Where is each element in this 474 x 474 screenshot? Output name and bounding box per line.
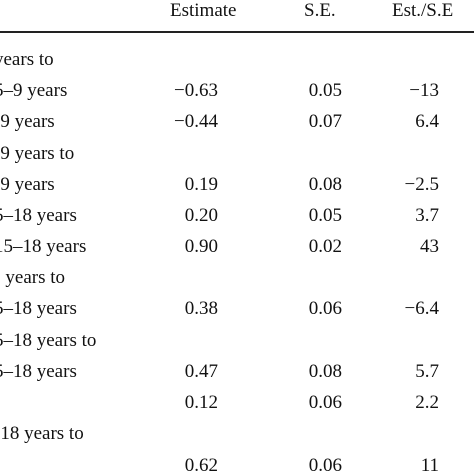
cell-se xyxy=(282,49,342,71)
cell-se: 0.06 xyxy=(308,455,342,474)
cell-ratio xyxy=(359,143,439,165)
cell-estimate: 0.38 xyxy=(184,298,218,319)
cell-ratio: 6.4 xyxy=(415,111,439,132)
header-est-se-ratio: Est./S.E xyxy=(392,0,454,21)
cell-ratio: −2.5 xyxy=(404,174,439,195)
cell-ratio: 11 xyxy=(420,455,439,474)
row-label: 5–18 years to xyxy=(0,330,97,351)
row-label: 5–18 years xyxy=(0,205,77,226)
cell-estimate: 0.90 xyxy=(184,236,218,257)
cell-ratio: 3.7 xyxy=(415,205,439,226)
cell-se: 0.06 xyxy=(308,298,342,319)
row-label: 5–18 years xyxy=(0,298,77,319)
cell-estimate xyxy=(128,330,218,352)
row-label: -9 years to xyxy=(0,143,75,164)
header-se: S.E. xyxy=(304,0,336,21)
header-rule xyxy=(0,31,474,33)
cell-estimate: 0.47 xyxy=(184,361,218,382)
cell-estimate: 0.12 xyxy=(184,392,218,413)
row-label: -18 years to xyxy=(0,423,84,444)
cell-se: 0.08 xyxy=(308,361,342,382)
cell-se xyxy=(282,143,342,165)
cell-estimate xyxy=(128,267,218,289)
cell-se xyxy=(282,330,342,352)
cell-se: 0.06 xyxy=(308,392,342,413)
row-label: -9 years xyxy=(0,111,55,132)
cell-estimate xyxy=(128,143,218,165)
cell-ratio xyxy=(359,267,439,289)
row-label: 5–9 years xyxy=(0,80,68,101)
cell-estimate: −0.63 xyxy=(174,80,218,101)
cell-se: 0.05 xyxy=(308,205,342,226)
cell-estimate: 0.20 xyxy=(184,205,218,226)
cell-se: 0.02 xyxy=(308,236,342,257)
row-label: -9 years xyxy=(0,174,55,195)
row-label: years to xyxy=(0,49,54,70)
cell-se xyxy=(282,423,342,445)
cell-estimate xyxy=(128,423,218,445)
row-label: 5–18 years xyxy=(0,361,77,382)
cell-ratio: 43 xyxy=(420,236,439,257)
cell-se: 0.05 xyxy=(308,80,342,101)
cell-ratio xyxy=(359,423,439,445)
cell-ratio xyxy=(359,49,439,71)
cell-estimate xyxy=(128,49,218,71)
cell-ratio: −13 xyxy=(409,80,439,101)
cell-se: 0.08 xyxy=(308,174,342,195)
cell-se xyxy=(282,267,342,289)
cell-ratio xyxy=(359,330,439,352)
row-label: 15–18 years xyxy=(0,236,87,257)
header-estimate: Estimate xyxy=(170,0,237,21)
row-label: • years to xyxy=(0,267,66,288)
cell-ratio: −6.4 xyxy=(404,298,439,319)
cell-se: 0.07 xyxy=(308,111,342,132)
cell-estimate: 0.62 xyxy=(184,455,218,474)
cell-ratio: 2.2 xyxy=(415,392,439,413)
cell-estimate: 0.19 xyxy=(184,174,218,195)
cell-ratio: 5.7 xyxy=(415,361,439,382)
cell-estimate: −0.44 xyxy=(174,111,218,132)
